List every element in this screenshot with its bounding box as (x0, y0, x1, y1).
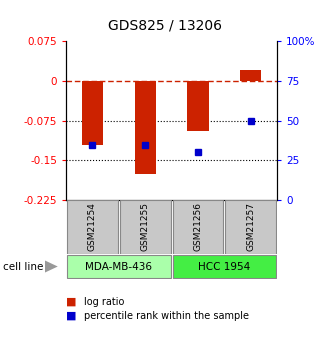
Text: ■: ■ (66, 297, 77, 307)
Text: cell line: cell line (3, 262, 44, 272)
Text: GDS825 / 13206: GDS825 / 13206 (108, 19, 222, 33)
Text: GSM21255: GSM21255 (141, 202, 150, 252)
Text: log ratio: log ratio (84, 297, 124, 307)
Bar (82, 81, 103, 145)
Bar (240, 70, 261, 81)
Text: GSM21254: GSM21254 (88, 203, 97, 251)
Bar (173, 255, 276, 278)
Bar (120, 200, 171, 254)
Text: MDA-MB-436: MDA-MB-436 (85, 262, 152, 272)
Bar (67, 255, 171, 278)
Bar (67, 200, 118, 254)
Text: GSM21256: GSM21256 (193, 202, 203, 252)
Text: percentile rank within the sample: percentile rank within the sample (84, 311, 249, 321)
Bar (173, 200, 223, 254)
Text: HCC 1954: HCC 1954 (198, 262, 250, 272)
Text: ■: ■ (66, 311, 77, 321)
Bar (225, 200, 276, 254)
Text: GSM21257: GSM21257 (246, 202, 255, 252)
Bar (135, 81, 156, 174)
Bar (187, 81, 209, 131)
Polygon shape (45, 260, 58, 273)
